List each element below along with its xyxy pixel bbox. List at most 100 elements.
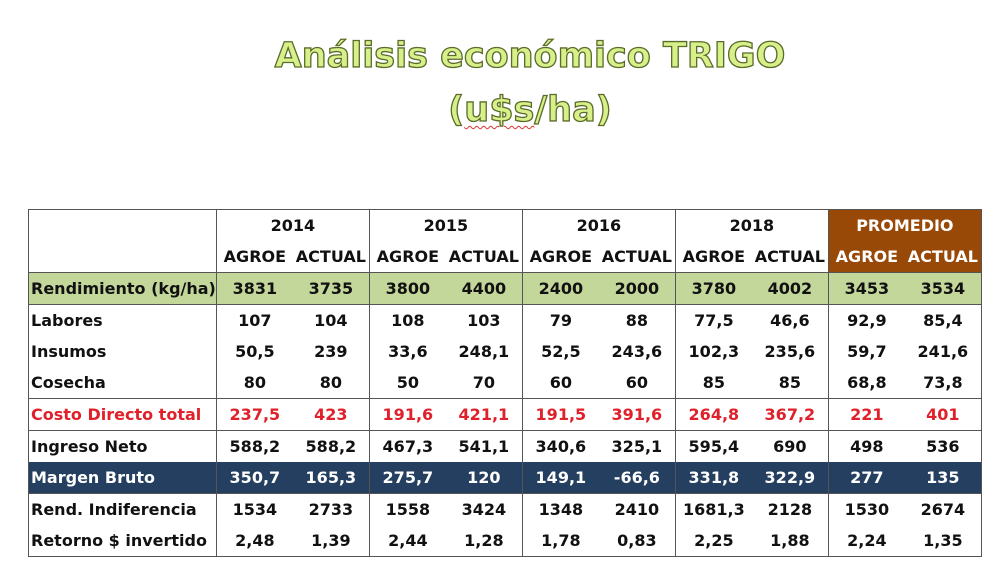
table-row: Retorno $ invertido 2,48 1,39 2,44 1,28 1,78 0… — [29, 525, 982, 557]
value-cell: 85 — [778, 373, 801, 392]
value-cell: 120 — [445, 462, 523, 494]
value-cell: 1,35 — [923, 531, 963, 550]
value-cell: 3534 — [904, 272, 982, 305]
value-cell: 0,83 — [617, 531, 657, 550]
table-row: Insumos 50,5 239 33,6 248,1 52,5 243,6 102,3 235… — [29, 336, 982, 367]
year-header: PROMEDIO — [827, 209, 982, 241]
subtitle-unit: u$s — [464, 89, 535, 130]
row-label: Costo Directo total — [28, 398, 217, 431]
subtitle-open: ( — [448, 89, 465, 130]
value-cell: 70 — [472, 373, 495, 392]
value-cell: 1348 — [521, 493, 599, 525]
table-row: Ingreso Neto 588,2 588,2 467,3 541,1 340,6 325… — [28, 430, 982, 462]
value-cell: 2,48 — [215, 525, 293, 557]
header-years-row: 2014 2015 2016 2018 PROMEDIO — [29, 209, 982, 241]
row-label: Ingreso Neto — [28, 430, 217, 462]
sub-header: ACTUAL — [754, 247, 825, 266]
value-cell: 50,5 — [215, 336, 293, 367]
value-cell: 4400 — [445, 272, 523, 305]
header-empty — [29, 210, 217, 273]
value-cell: 595,4 — [674, 430, 752, 462]
value-cell: 391,6 — [598, 398, 676, 431]
row-label: Rendimiento (kg/ha) — [28, 272, 217, 305]
value-cell: 107 — [215, 304, 293, 336]
table-row: Rendimiento (kg/ha) 3831 3735 3800 4400 2400 2… — [28, 272, 982, 305]
table-row: Margen Bruto 350,7 165,3 275,7 120 149,1 -66,6… — [28, 462, 982, 494]
value-cell: 350,7 — [215, 462, 293, 494]
row-label: Margen Bruto — [28, 462, 217, 494]
row-label: Insumos — [31, 342, 107, 361]
value-cell: 2400 — [521, 272, 599, 305]
value-cell: 2410 — [598, 493, 676, 525]
value-cell: 108 — [368, 304, 446, 336]
row-label: Rend. Indiferencia — [28, 493, 217, 525]
value-cell: 1,88 — [770, 531, 810, 550]
sub-header: ACTUAL — [601, 247, 672, 266]
value-cell: 2,24 — [827, 525, 905, 557]
value-cell: 235,6 — [764, 342, 816, 361]
value-cell: -66,6 — [598, 462, 676, 494]
value-cell: 88 — [598, 304, 676, 336]
value-cell: 68,8 — [827, 367, 905, 399]
value-cell: 135 — [904, 462, 982, 494]
value-cell: 191,6 — [368, 398, 446, 431]
value-cell: 498 — [827, 430, 905, 462]
value-cell: 79 — [521, 304, 599, 336]
year-header: 2014 — [215, 209, 370, 241]
value-cell: 46,6 — [751, 304, 829, 336]
header-sub-row: AGROE ACTUAL AGROE ACTUAL AGROE ACTUAL AGROE AC… — [29, 241, 982, 273]
value-cell: 588,2 — [215, 430, 293, 462]
row-label: Labores — [28, 304, 217, 336]
value-cell: 85,4 — [904, 304, 982, 336]
value-cell: 3831 — [215, 272, 293, 305]
value-cell: 325,1 — [598, 430, 676, 462]
sub-header: ACTUAL — [448, 247, 519, 266]
slide-title: Análisis económico TRIGO — [274, 35, 786, 76]
economic-analysis-table: 2014 2015 2016 2018 PROMEDIO AGROE ACTUAL AGROE… — [28, 209, 982, 557]
value-cell: 33,6 — [368, 336, 446, 367]
year-header: 2016 — [521, 209, 676, 241]
value-cell: 423 — [292, 398, 370, 431]
value-cell: 1,39 — [311, 531, 351, 550]
value-cell: 264,8 — [674, 398, 752, 431]
value-cell: 77,5 — [674, 304, 752, 336]
value-cell: 1558 — [368, 493, 446, 525]
value-cell: 50 — [368, 367, 446, 399]
sub-header: AGROE — [521, 241, 599, 273]
value-cell: 241,6 — [917, 342, 969, 361]
value-cell: 588,2 — [292, 430, 370, 462]
value-cell: 104 — [292, 304, 370, 336]
value-cell: 367,2 — [751, 398, 829, 431]
value-cell: 191,5 — [521, 398, 599, 431]
value-cell: 85 — [674, 367, 752, 399]
value-cell: 1,28 — [464, 531, 504, 550]
sub-header: AGROE — [368, 241, 446, 273]
subtitle-rest: /ha) — [534, 89, 613, 130]
value-cell: 275,7 — [368, 462, 446, 494]
sub-header: ACTUAL — [904, 241, 982, 273]
value-cell: 3800 — [368, 272, 446, 305]
sub-header: ACTUAL — [295, 247, 366, 266]
value-cell: 536 — [904, 430, 982, 462]
table-row: Labores 107 104 108 103 79 88 77,5 46,6 92,9 85,4 — [28, 304, 982, 336]
value-cell: 80 — [319, 373, 342, 392]
value-cell: 1681,3 — [674, 493, 752, 525]
value-cell: 541,1 — [445, 430, 523, 462]
value-cell: 103 — [445, 304, 523, 336]
value-cell: 1534 — [215, 493, 293, 525]
row-label: Retorno $ invertido — [31, 531, 207, 550]
value-cell: 2733 — [292, 493, 370, 525]
value-cell: 322,9 — [751, 462, 829, 494]
value-cell: 401 — [904, 398, 982, 431]
sub-header: AGROE — [215, 241, 293, 273]
table-row: Cosecha 80 80 50 70 60 60 85 85 68,8 73,8 — [29, 367, 982, 399]
value-cell: 59,7 — [827, 336, 905, 367]
table-row: Costo Directo total 237,5 423 191,6 421,1 191… — [28, 398, 982, 431]
value-cell: 2,44 — [368, 525, 446, 557]
sub-header: AGROE — [827, 241, 905, 273]
value-cell: 690 — [751, 430, 829, 462]
value-cell: 239 — [314, 342, 348, 361]
sub-header: AGROE — [674, 241, 752, 273]
value-cell: 2674 — [904, 493, 982, 525]
value-cell: 1,78 — [521, 525, 599, 557]
